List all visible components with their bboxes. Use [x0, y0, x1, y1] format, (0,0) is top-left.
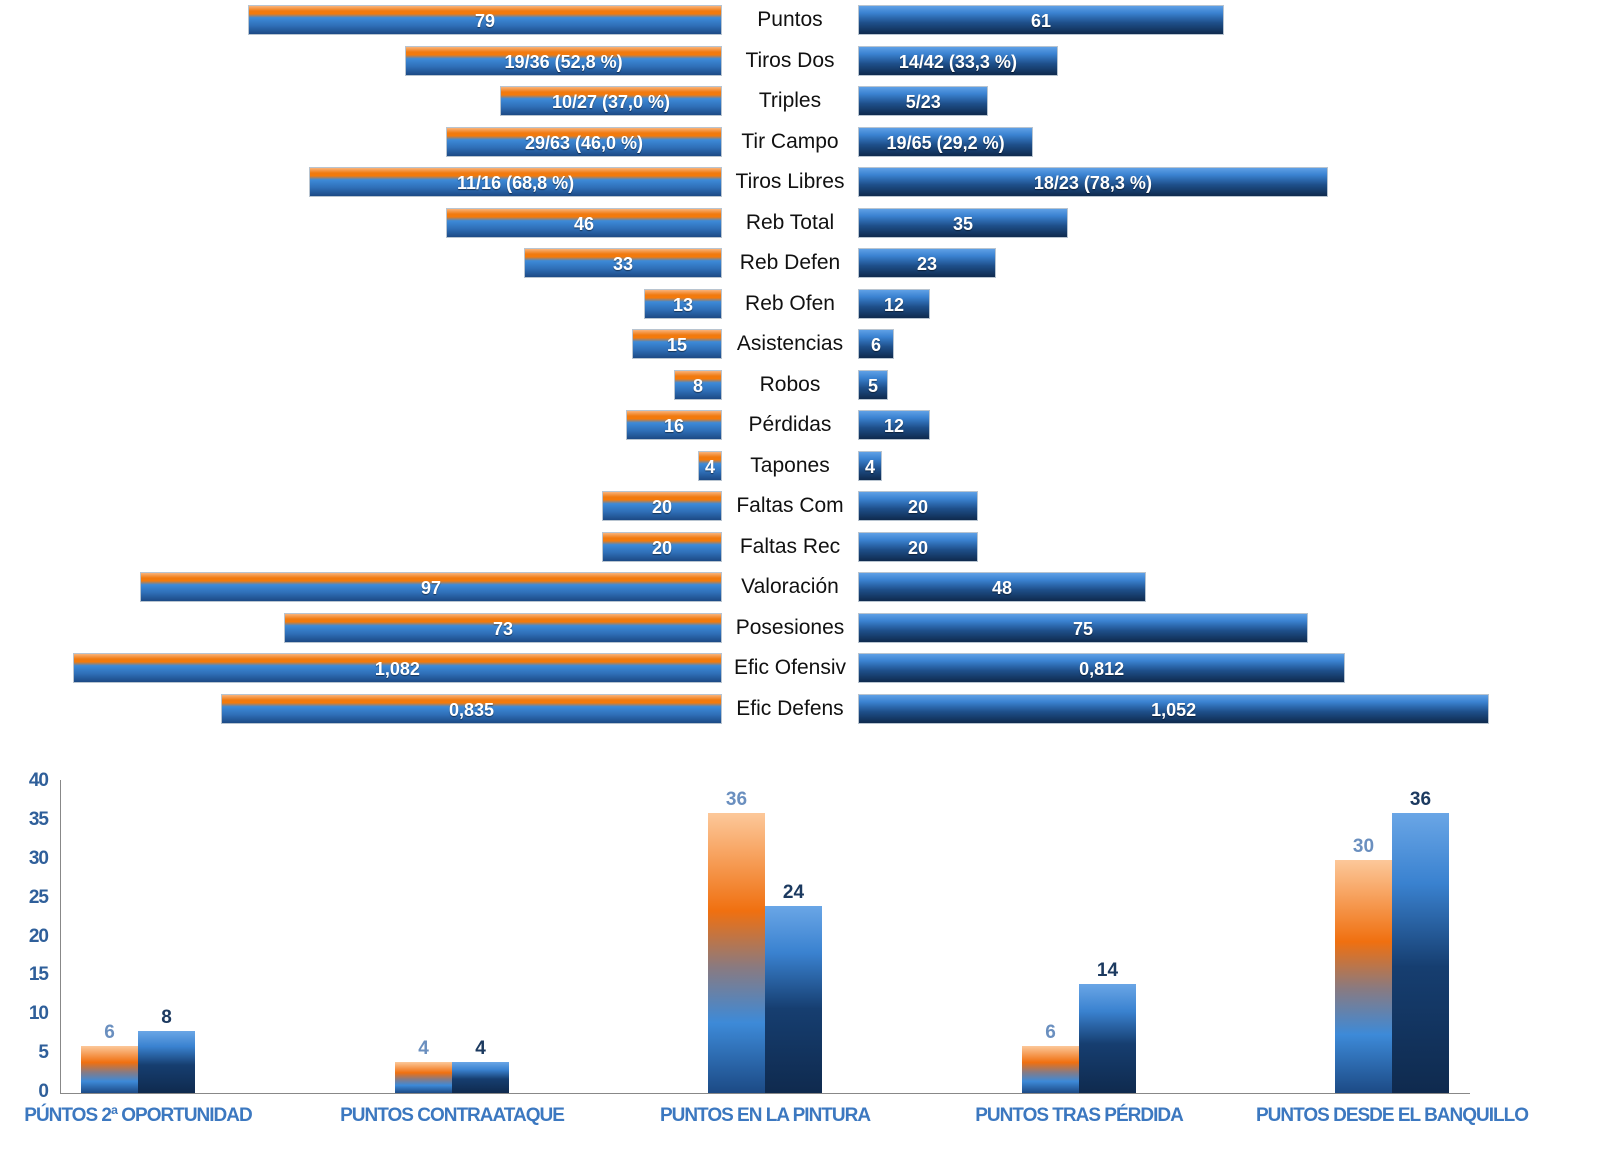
row-label: Pérdidas [748, 413, 832, 436]
x-category-label: PÚNTOS 2ª OPORTUNIDAD [24, 1105, 252, 1126]
row-label: Asistencias [736, 332, 844, 355]
left-bar: 29/63 (46,0 %) [446, 126, 722, 157]
column-bar [81, 1046, 138, 1093]
row-label: Faltas Rec [739, 534, 841, 558]
right-bar: 19/65 (29,2 %) [858, 126, 1034, 157]
row-label: Reb Ofen [745, 291, 835, 315]
row-label: Posesiones [735, 615, 845, 639]
row-label: Efic Defens [736, 696, 844, 720]
row-label: Valoración [741, 575, 839, 598]
column-bar [1079, 984, 1136, 1093]
column-bar [708, 813, 765, 1093]
data-label: 6 [1045, 1022, 1056, 1044]
right-bar: 5 [858, 369, 888, 400]
column-bar [1392, 813, 1449, 1093]
row-label: Tapones [750, 453, 830, 477]
left-bar: 20 [602, 531, 722, 562]
right-bar: 1,052 [858, 693, 1490, 724]
y-tick-label: 35 [28, 808, 49, 830]
data-label: 14 [1096, 960, 1119, 982]
x-category-label: PUNTOS EN LA PINTURA [659, 1105, 871, 1126]
y-tick-label: 0 [38, 1081, 49, 1102]
left-bar: 46 [446, 207, 722, 238]
row-label: Puntos [757, 8, 823, 31]
data-label: 8 [161, 1006, 172, 1028]
row-label: Reb Total [745, 210, 835, 234]
column-bar [395, 1061, 452, 1093]
left-bar: 19/36 (52,8 %) [405, 45, 722, 76]
x-category-label: PUNTOS DESDE EL BANQUILLO [1256, 1105, 1529, 1126]
data-label: 36 [725, 789, 748, 811]
x-axis [60, 1093, 1470, 1094]
y-tick-label: 30 [28, 847, 49, 869]
column-bar [452, 1061, 509, 1093]
row-label: Faltas Com [736, 494, 844, 517]
column-bar [138, 1030, 195, 1093]
right-bar: 18/23 (78,3 %) [858, 167, 1328, 197]
left-bar: 0,835 [221, 693, 722, 724]
row-label: Triples [758, 89, 822, 112]
right-bar: 61 [858, 5, 1224, 35]
right-bar: 4 [858, 450, 882, 481]
row-label: Reb Defen [739, 251, 841, 274]
y-axis [60, 780, 61, 1094]
right-bar: 6 [858, 329, 894, 359]
left-bar: 11/16 (68,8 %) [309, 167, 722, 197]
column-bar [765, 906, 822, 1093]
y-tick-label: 10 [28, 1003, 49, 1025]
y-tick-label: 40 [28, 770, 49, 791]
left-bar: 15 [632, 329, 722, 359]
y-tick-label: 15 [28, 964, 49, 986]
right-bar: 14/42 (33,3 %) [858, 45, 1058, 76]
x-category-label: PUNTOS TRAS PÉRDIDA [975, 1105, 1184, 1126]
y-tick-label: 25 [28, 886, 49, 908]
right-bar: 23 [858, 248, 996, 278]
row-label: Tiros Dos [745, 48, 835, 72]
data-label: 4 [475, 1037, 486, 1059]
left-bar: 79 [248, 5, 722, 35]
left-bar: 4 [698, 450, 722, 481]
data-label: 24 [782, 882, 805, 904]
row-label: Robos [759, 372, 821, 396]
left-bar: 16 [626, 410, 722, 440]
left-bar: 97 [140, 572, 722, 602]
left-bar: 73 [284, 612, 722, 643]
column-bar [1335, 859, 1392, 1093]
y-tick-label: 20 [28, 925, 49, 947]
right-bar: 20 [858, 491, 978, 521]
data-label: 6 [104, 1022, 115, 1044]
right-bar: 5/23 [858, 86, 989, 116]
data-label: 30 [1352, 835, 1375, 857]
left-bar: 13 [644, 288, 722, 319]
column-bar [1022, 1046, 1079, 1093]
right-bar: 12 [858, 288, 930, 319]
row-label: Tir Campo [741, 129, 839, 153]
left-bar: 10/27 (37,0 %) [500, 86, 722, 116]
row-label: Tiros Libres [735, 170, 845, 193]
right-bar: 48 [858, 572, 1146, 602]
right-bar: 20 [858, 531, 978, 562]
left-bar: 33 [524, 248, 722, 278]
right-bar: 75 [858, 612, 1308, 643]
data-label: 4 [418, 1037, 429, 1059]
row-label: Efic Ofensiv [733, 656, 847, 679]
right-bar: 12 [858, 410, 930, 440]
data-label: 36 [1409, 789, 1432, 811]
x-category-label: PUNTOS CONTRAATAQUE [340, 1105, 565, 1126]
left-bar: 1,082 [72, 653, 722, 683]
right-bar: 0,812 [858, 653, 1346, 683]
right-bar: 35 [858, 207, 1068, 238]
left-bar: 8 [674, 369, 722, 400]
y-tick-label: 5 [38, 1042, 49, 1064]
left-bar: 20 [602, 491, 722, 521]
